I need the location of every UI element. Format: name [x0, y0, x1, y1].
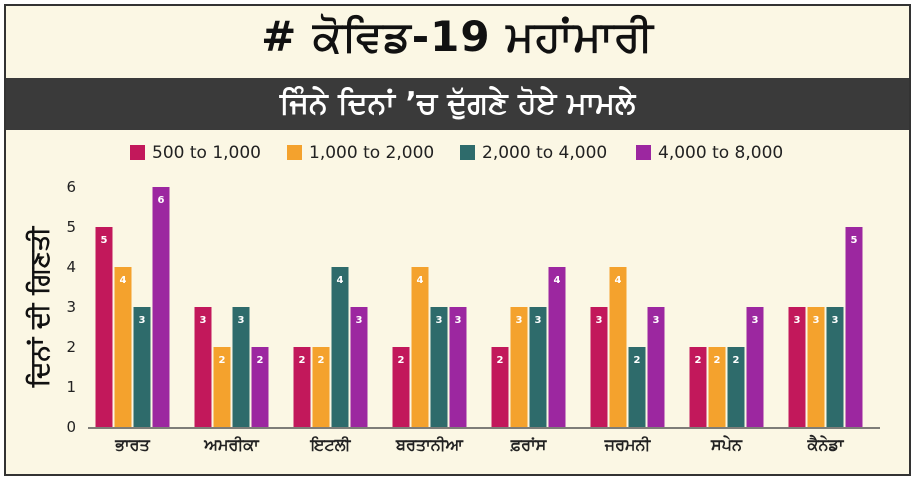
bar-data-label: 4 — [120, 275, 127, 286]
x-tick-label: ਇਟਲੀ — [310, 435, 352, 454]
bar-data-label: 3 — [832, 315, 839, 326]
bar — [194, 307, 212, 427]
bar — [708, 347, 726, 427]
bar-data-label: 4 — [337, 275, 344, 286]
bar — [133, 307, 151, 427]
bar-data-label: 3 — [139, 315, 146, 326]
y-tick-label: 3 — [66, 298, 76, 316]
legend-swatch — [130, 145, 145, 160]
bar-data-label: 2 — [398, 355, 405, 366]
bar — [628, 347, 646, 427]
bar-data-label: 3 — [238, 315, 245, 326]
bar-data-label: 3 — [752, 315, 759, 326]
bar — [312, 347, 330, 427]
bar-data-label: 4 — [615, 275, 622, 286]
bar — [152, 187, 170, 427]
bar-data-label: 3 — [535, 315, 542, 326]
x-axis: ਭਾਰਤ ਅਮਰੀਕਾ ਇਟਲੀ ਬਰਤਾਨੀਆ ਫ਼ਰਾਂਸ ਜਰਮਨੀ ਸਪੇਨ ਕੈਨੇ… — [88, 427, 880, 454]
y-axis-label: ਦਿਨਾਂ ਦੀ ਗਿਣਤੀ — [24, 226, 55, 388]
bar — [529, 307, 547, 427]
bar-data-label: 2 — [497, 355, 504, 366]
bar — [449, 307, 467, 427]
x-tick-label: ਜਰਮਨੀ — [604, 435, 652, 454]
bar — [293, 347, 311, 427]
bar-data-label: 6 — [158, 195, 165, 206]
bar — [491, 347, 509, 427]
bar-data-label: 3 — [596, 315, 603, 326]
x-tick-label: ਕੈਨੇਡਾ — [807, 435, 845, 454]
page-title: # ਕੋਵਿਡ-19 ਮਹਾਂਮਾਰੀ — [261, 12, 654, 61]
bar — [350, 307, 368, 427]
chart-legend: 500 to 1,000 1,000 to 2,000 2,000 to 4,000… — [130, 143, 783, 163]
bar-data-label: 2 — [634, 355, 641, 366]
bar-data-label: 2 — [219, 355, 226, 366]
y-tick-label: 6 — [66, 178, 76, 196]
x-tick-label: ਭਾਰਤ — [114, 435, 150, 454]
legend-label: 500 to 1,000 — [152, 143, 261, 163]
bar-data-label: 4 — [417, 275, 424, 286]
bar-data-label: 3 — [516, 315, 523, 326]
bar — [331, 267, 349, 427]
bar — [826, 307, 844, 427]
bar — [590, 307, 608, 427]
bar — [548, 267, 566, 427]
y-tick-label: 4 — [66, 258, 76, 276]
bar-data-label: 3 — [356, 315, 363, 326]
bar — [411, 267, 429, 427]
bar — [727, 347, 745, 427]
bar-data-label: 5 — [851, 235, 858, 246]
bar-data-label: 3 — [653, 315, 660, 326]
y-tick-label: 1 — [66, 378, 76, 396]
bar-data-label: 2 — [695, 355, 702, 366]
y-tick-label: 2 — [66, 338, 76, 356]
bar — [232, 307, 250, 427]
bar — [845, 227, 863, 427]
bar-data-label: 5 — [101, 235, 108, 246]
bar-data-label: 3 — [455, 315, 462, 326]
x-tick-label: ਸਪੇਨ — [710, 435, 743, 454]
bar — [430, 307, 448, 427]
x-tick-label: ਬਰਤਾਨੀਆ — [395, 435, 464, 454]
bar — [807, 307, 825, 427]
bar-data-label: 2 — [714, 355, 721, 366]
bar — [746, 307, 764, 427]
legend-swatch — [287, 145, 302, 160]
bar — [392, 347, 410, 427]
subtitle: ਜਿੰਨੇ ਦਿਨਾਂ ’ਚ ਦੁੱਗਣੇ ਹੋਏ ਮਾਮਲੇ — [279, 86, 636, 121]
bar-data-label: 2 — [733, 355, 740, 366]
y-tick-label: 0 — [66, 418, 76, 436]
bar-data-label: 3 — [813, 315, 820, 326]
bar — [788, 307, 806, 427]
bar — [510, 307, 528, 427]
legend-swatch — [636, 145, 651, 160]
bar — [609, 267, 627, 427]
bar — [114, 267, 132, 427]
legend-swatch — [460, 145, 475, 160]
bar — [95, 227, 113, 427]
bar-data-label: 2 — [318, 355, 325, 366]
bar-data-label: 3 — [436, 315, 443, 326]
bar — [647, 307, 665, 427]
y-tick-label: 5 — [66, 218, 76, 236]
legend-label: 2,000 to 4,000 — [482, 143, 607, 163]
legend-label: 1,000 to 2,000 — [309, 143, 434, 163]
bar-data-label: 2 — [299, 355, 306, 366]
bar-data-label: 2 — [257, 355, 264, 366]
y-axis: 0 1 2 3 4 5 6 — [66, 178, 76, 436]
bar — [689, 347, 707, 427]
x-tick-label: ਫ਼ਰਾਂਸ — [510, 435, 548, 454]
x-tick-label: ਅਮਰੀਕਾ — [203, 435, 260, 454]
bar — [213, 347, 231, 427]
legend-label: 4,000 to 8,000 — [658, 143, 783, 163]
bar — [251, 347, 269, 427]
bar-data-label: 4 — [554, 275, 561, 286]
subtitle-bar: ਜਿੰਨੇ ਦਿਨਾਂ ’ਚ ਦੁੱਗਣੇ ਹੋਏ ਮਾਮਲੇ — [6, 78, 909, 130]
bar-series: 5 4 3 6 3 2 3 2 2 2 4 3 2 4 3 3 2 3 3 4 3 4 2 3 2 2 2 3 3 3 3 5 — [95, 187, 863, 427]
bar-data-label: 3 — [794, 315, 801, 326]
bar-data-label: 3 — [200, 315, 207, 326]
